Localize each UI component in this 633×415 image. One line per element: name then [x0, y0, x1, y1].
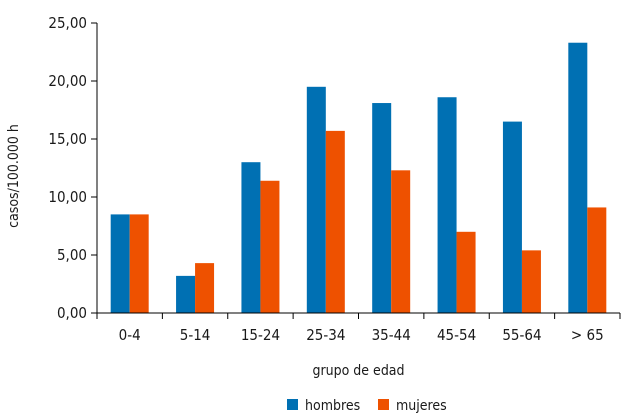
- y-axis-title: casos/100.000 h: [6, 124, 22, 228]
- bar-mujeres-1: [195, 263, 215, 313]
- bar-hombres-6: [502, 121, 522, 313]
- y-tick-label: 10,00: [48, 188, 87, 206]
- y-tick-label: 15,00: [48, 130, 87, 148]
- x-tick-label: 15-24: [241, 326, 280, 344]
- bar-hombres-5: [437, 97, 457, 314]
- bar-mujeres-6: [521, 250, 541, 313]
- x-tick-label: 35-44: [372, 326, 411, 344]
- legend-label-hombres: hombres: [305, 398, 360, 414]
- bar-mujeres-7: [587, 207, 607, 313]
- bar-hombres-7: [568, 42, 588, 313]
- legend: hombres mujeres: [287, 398, 447, 414]
- bar-mujeres-5: [456, 231, 476, 313]
- bar-hombres-2: [241, 162, 261, 313]
- legend-swatch-hombres: [287, 399, 298, 410]
- bar-mujeres-3: [325, 130, 345, 313]
- legend-label-mujeres: mujeres: [396, 398, 447, 414]
- y-tick-label: 20,00: [48, 72, 87, 90]
- legend-swatch-mujeres: [378, 399, 389, 410]
- bar-hombres-1: [176, 275, 196, 313]
- bar-hombres-3: [306, 86, 326, 313]
- x-tick-label: > 65: [571, 326, 604, 344]
- bar-mujeres-0: [129, 214, 149, 313]
- y-tick-label: 5,00: [57, 246, 87, 264]
- plot-area: [110, 42, 607, 314]
- x-tick-label: 25-34: [306, 326, 345, 344]
- x-axis-title: grupo de edad: [312, 363, 404, 379]
- x-tick-label: 5-14: [180, 326, 211, 344]
- bar-hombres-4: [372, 103, 392, 313]
- bar-hombres-0: [110, 214, 130, 313]
- bar-mujeres-4: [391, 170, 411, 313]
- y-axis: 0,00 5,00 10,00 15,00 20,00 25,00: [48, 14, 98, 322]
- x-axis: 0-4 5-14 15-24 25-34 35-44 45-54 55-64 > 65: [96, 312, 621, 344]
- x-tick-label: 55-64: [502, 326, 541, 344]
- bar-mujeres-2: [260, 180, 280, 313]
- x-tick-label: 0-4: [119, 326, 141, 344]
- x-tick-label: 45-54: [437, 326, 476, 344]
- y-tick-label: 0,00: [57, 304, 87, 322]
- y-tick-label: 25,00: [48, 14, 87, 32]
